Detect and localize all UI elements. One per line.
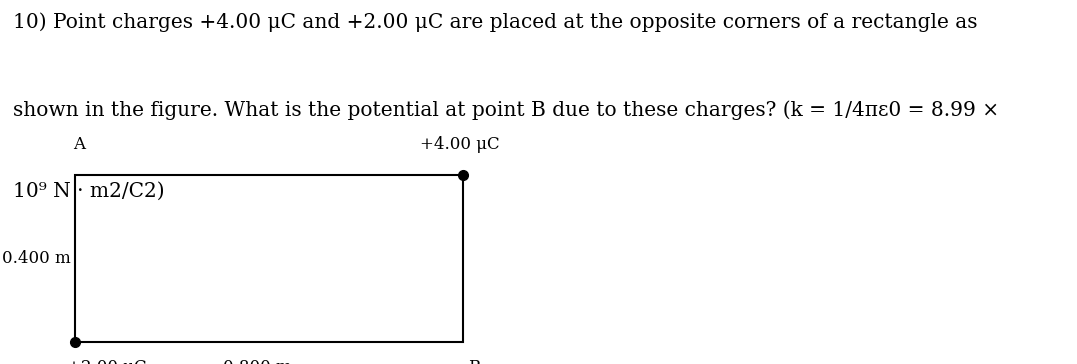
Text: 0.800 m: 0.800 m (223, 359, 292, 364)
Text: shown in the figure. What is the potential at point B due to these charges? (k =: shown in the figure. What is the potenti… (13, 100, 999, 120)
Text: A: A (73, 136, 85, 153)
Text: 10⁹ N · m2/C2): 10⁹ N · m2/C2) (13, 182, 165, 201)
Text: +2.00 μC: +2.00 μC (67, 359, 146, 364)
Text: 10) Point charges +4.00 μC and +2.00 μC are placed at the opposite corners of a : 10) Point charges +4.00 μC and +2.00 μC … (13, 13, 978, 32)
Text: 0.400 m: 0.400 m (2, 250, 71, 267)
Text: +4.00 μC: +4.00 μC (420, 136, 500, 153)
Text: B: B (468, 359, 480, 364)
Bar (75, 175, 463, 342)
